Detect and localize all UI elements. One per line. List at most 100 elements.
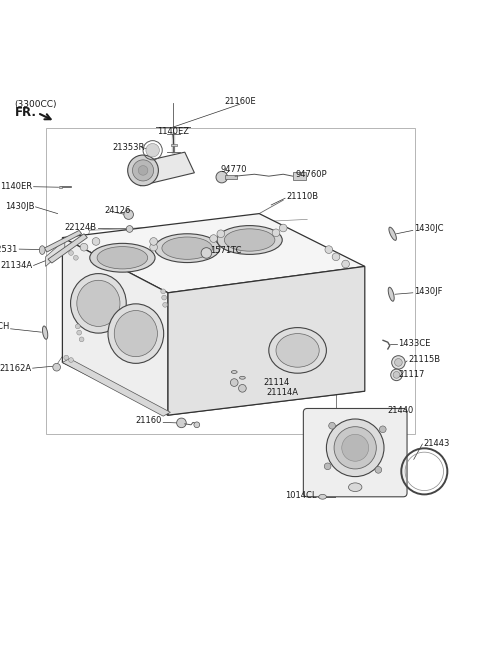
Polygon shape bbox=[46, 240, 65, 266]
Polygon shape bbox=[62, 214, 365, 293]
Circle shape bbox=[375, 467, 382, 473]
Text: 1014CL: 1014CL bbox=[285, 491, 317, 500]
Ellipse shape bbox=[231, 371, 237, 373]
Circle shape bbox=[395, 358, 402, 366]
Circle shape bbox=[150, 244, 157, 251]
Polygon shape bbox=[130, 152, 194, 186]
Ellipse shape bbox=[97, 247, 148, 269]
Polygon shape bbox=[62, 338, 365, 415]
Circle shape bbox=[216, 171, 228, 183]
Circle shape bbox=[128, 155, 158, 186]
Polygon shape bbox=[62, 238, 168, 415]
Circle shape bbox=[146, 143, 159, 157]
Circle shape bbox=[80, 244, 88, 251]
Circle shape bbox=[334, 426, 376, 469]
Ellipse shape bbox=[90, 244, 155, 272]
Bar bbox=[225, 175, 237, 179]
Text: 21117: 21117 bbox=[398, 371, 425, 379]
Text: 21160E: 21160E bbox=[224, 97, 256, 106]
Circle shape bbox=[124, 210, 133, 220]
Bar bbox=[171, 143, 177, 146]
Circle shape bbox=[64, 355, 69, 360]
Circle shape bbox=[201, 248, 212, 259]
Circle shape bbox=[69, 251, 73, 255]
Circle shape bbox=[393, 371, 400, 378]
Circle shape bbox=[92, 238, 100, 246]
Circle shape bbox=[230, 378, 238, 386]
Circle shape bbox=[126, 226, 133, 233]
Text: 42531: 42531 bbox=[0, 245, 18, 253]
Ellipse shape bbox=[269, 328, 326, 373]
Ellipse shape bbox=[108, 304, 164, 364]
Circle shape bbox=[329, 422, 336, 429]
Text: 22124B: 22124B bbox=[65, 224, 97, 233]
Ellipse shape bbox=[114, 310, 157, 356]
Text: 1140EZ: 1140EZ bbox=[157, 128, 189, 137]
Text: 21114: 21114 bbox=[263, 378, 289, 387]
Circle shape bbox=[177, 418, 186, 428]
Ellipse shape bbox=[319, 494, 326, 499]
Circle shape bbox=[162, 295, 167, 300]
Circle shape bbox=[161, 289, 166, 294]
Bar bbox=[293, 172, 306, 180]
Text: 21115B: 21115B bbox=[408, 355, 440, 364]
Text: 1430JB: 1430JB bbox=[5, 202, 35, 211]
Circle shape bbox=[379, 426, 386, 433]
Ellipse shape bbox=[217, 226, 282, 255]
Text: 1140ER: 1140ER bbox=[0, 182, 33, 191]
Text: 1571TC: 1571TC bbox=[210, 246, 242, 255]
Polygon shape bbox=[168, 266, 365, 415]
Circle shape bbox=[332, 253, 340, 260]
Text: 21353R: 21353R bbox=[112, 143, 145, 152]
Text: (3300CC): (3300CC) bbox=[14, 100, 57, 109]
Circle shape bbox=[239, 384, 246, 392]
Ellipse shape bbox=[39, 246, 45, 255]
Circle shape bbox=[53, 364, 60, 371]
Circle shape bbox=[163, 303, 168, 307]
Text: FR.: FR. bbox=[14, 106, 36, 119]
FancyBboxPatch shape bbox=[303, 408, 407, 497]
Circle shape bbox=[194, 422, 200, 428]
Circle shape bbox=[69, 358, 73, 362]
Circle shape bbox=[324, 463, 331, 470]
Ellipse shape bbox=[348, 483, 362, 492]
Text: 21110B: 21110B bbox=[286, 192, 318, 202]
Circle shape bbox=[79, 337, 84, 341]
Circle shape bbox=[272, 229, 280, 237]
Polygon shape bbox=[48, 234, 87, 263]
Ellipse shape bbox=[155, 234, 220, 262]
Polygon shape bbox=[62, 358, 170, 416]
Text: 1153CH: 1153CH bbox=[0, 323, 10, 331]
Ellipse shape bbox=[71, 273, 126, 333]
Text: 21443: 21443 bbox=[423, 439, 450, 448]
Circle shape bbox=[138, 166, 148, 175]
Text: 21162A: 21162A bbox=[0, 364, 31, 373]
Bar bbox=[46, 128, 415, 434]
Bar bbox=[59, 186, 62, 188]
Ellipse shape bbox=[224, 229, 275, 251]
Ellipse shape bbox=[77, 281, 120, 327]
Circle shape bbox=[132, 160, 154, 181]
Circle shape bbox=[325, 246, 333, 253]
Circle shape bbox=[73, 255, 78, 260]
Ellipse shape bbox=[43, 326, 48, 340]
Circle shape bbox=[150, 238, 157, 246]
Circle shape bbox=[210, 235, 217, 242]
Circle shape bbox=[77, 330, 82, 335]
Circle shape bbox=[342, 260, 349, 268]
Text: 94760P: 94760P bbox=[295, 170, 327, 179]
Circle shape bbox=[64, 247, 69, 252]
Circle shape bbox=[75, 324, 80, 329]
Circle shape bbox=[392, 356, 405, 369]
Text: 21440: 21440 bbox=[388, 406, 414, 415]
Text: 1430JC: 1430JC bbox=[414, 224, 443, 233]
Ellipse shape bbox=[389, 227, 396, 240]
Circle shape bbox=[391, 369, 402, 380]
Circle shape bbox=[326, 419, 384, 476]
Circle shape bbox=[217, 230, 225, 238]
Text: 94770: 94770 bbox=[221, 165, 248, 174]
Polygon shape bbox=[44, 231, 82, 252]
Text: 21114A: 21114A bbox=[266, 388, 299, 397]
Circle shape bbox=[342, 434, 369, 461]
Ellipse shape bbox=[388, 287, 394, 301]
